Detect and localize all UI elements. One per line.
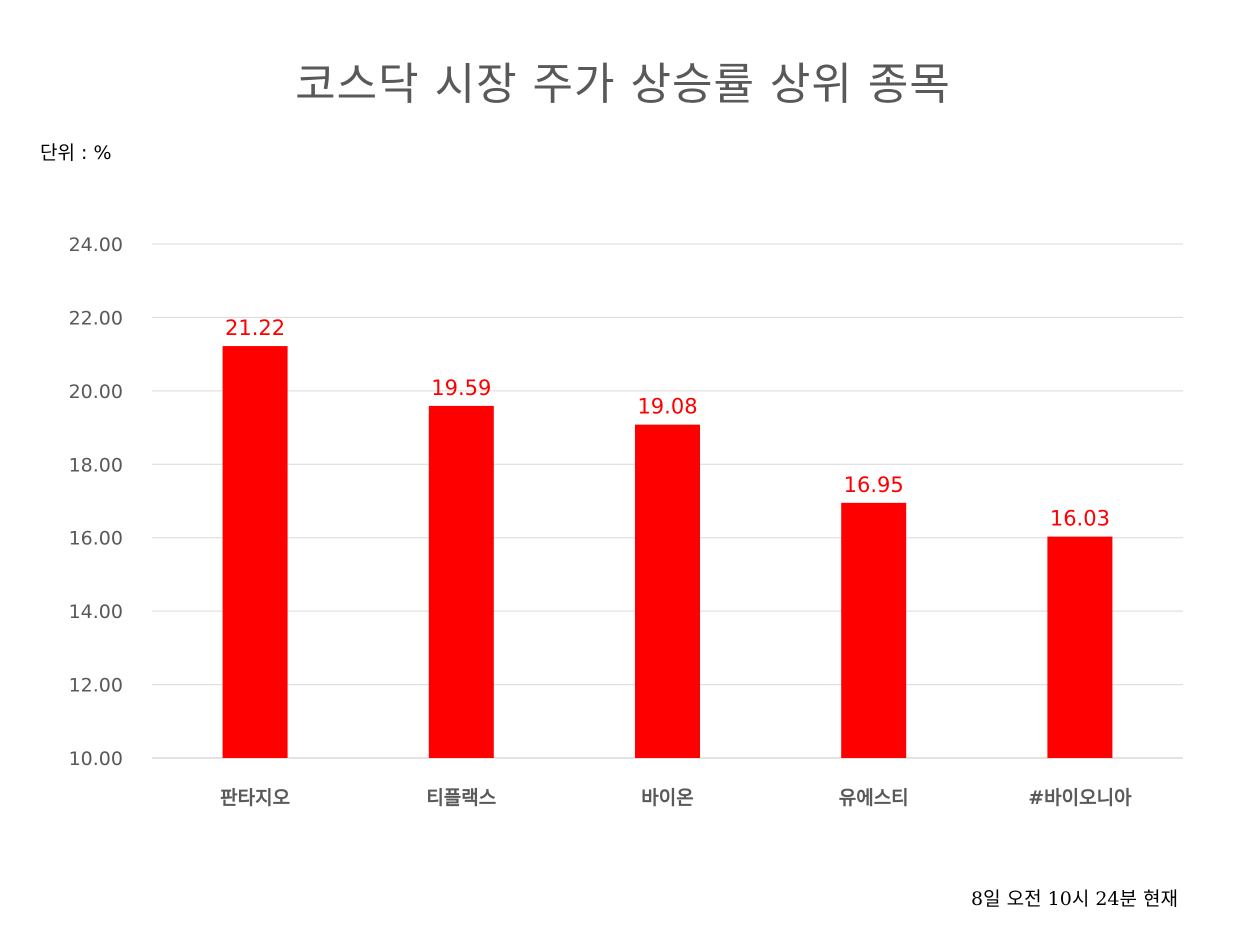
y-tick-label: 12.00 bbox=[69, 675, 123, 697]
bar bbox=[222, 346, 288, 758]
data-label: 16.03 bbox=[1050, 507, 1110, 531]
bar bbox=[428, 405, 494, 758]
y-tick-label: 18.00 bbox=[69, 454, 123, 476]
data-label: 16.95 bbox=[844, 473, 904, 497]
unit-label: 단위 : % bbox=[40, 142, 112, 164]
data-label: 19.08 bbox=[637, 395, 697, 419]
y-tick-label: 20.00 bbox=[69, 381, 123, 403]
footnote: 8일 오전 10시 24분 현재 bbox=[971, 888, 1178, 910]
y-tick-label: 10.00 bbox=[69, 748, 123, 770]
category-label: 바이온 bbox=[641, 787, 693, 809]
y-tick-label: 16.00 bbox=[69, 528, 123, 550]
category-label: 티플랙스 bbox=[426, 787, 496, 809]
bar bbox=[841, 502, 907, 758]
bar bbox=[635, 424, 700, 758]
x-axis-categories: 판타지오 티플랙스 바이온 유에스티 #바이오니아 bbox=[220, 787, 1132, 809]
y-tick-label: 24.00 bbox=[69, 234, 123, 256]
bars bbox=[222, 346, 1113, 758]
data-labels: 21.22 19.59 19.08 16.95 16.03 bbox=[225, 316, 1110, 531]
category-label: #바이오니아 bbox=[1028, 787, 1132, 809]
category-label: 판타지오 bbox=[220, 787, 290, 809]
category-label: 유에스티 bbox=[839, 787, 909, 809]
chart-title: 코스닥 시장 주가 상승률 상위 종목 bbox=[295, 59, 951, 110]
data-label: 19.59 bbox=[431, 376, 491, 400]
y-tick-label: 14.00 bbox=[69, 601, 123, 623]
y-axis-ticks: 10.00 12.00 14.00 16.00 18.00 20.00 22.00 24.00 bbox=[69, 234, 123, 770]
y-tick-label: 22.00 bbox=[69, 307, 123, 329]
bar bbox=[1047, 536, 1113, 758]
data-label: 21.22 bbox=[225, 316, 285, 340]
